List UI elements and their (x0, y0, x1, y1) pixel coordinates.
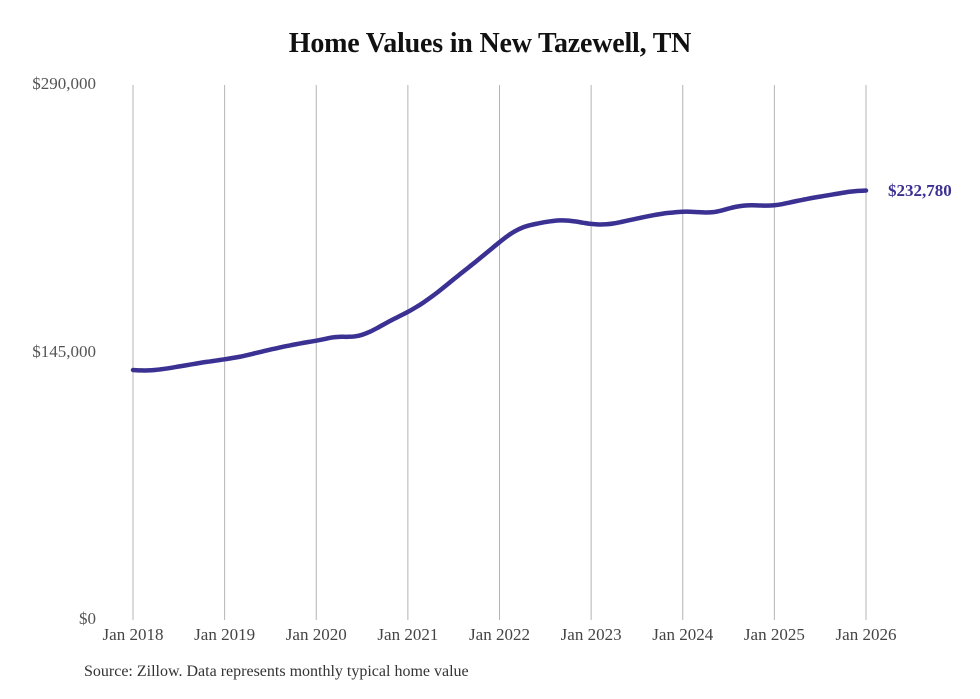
y-tick-label-290000: $290,000 (32, 74, 96, 93)
y-tick-label-145000: $145,000 (32, 341, 96, 361)
series-line-typical-home-value (130, 188, 869, 373)
x-tick-label-jan-2021: Jan 2021 (377, 625, 439, 644)
x-tick-label-jan-2019: Jan 2019 (194, 625, 256, 644)
x-tick-label-jan-2025: Jan 2025 (743, 625, 805, 644)
gridlines-group (132, 85, 867, 620)
x-tick-label-jan-2026: Jan 2026 (835, 625, 897, 644)
x-tick-label-jan-2018: Jan 2018 (102, 625, 164, 644)
chart-title: Home Values in New Tazewell, TN (288, 28, 692, 59)
data-series-group (130, 188, 869, 373)
source-note: Source: Zillow. Data represents monthly … (84, 663, 469, 680)
x-tick-label-jan-2024: Jan 2024 (652, 625, 714, 644)
end-value-annotation: $232,780 (888, 180, 952, 200)
x-tick-label-jan-2020: Jan 2020 (285, 625, 347, 644)
x-tick-label-jan-2022: Jan 2022 (469, 625, 530, 644)
x-tick-label-jan-2023: Jan 2023 (560, 625, 622, 644)
y-tick-label-0: $0 (79, 609, 96, 628)
